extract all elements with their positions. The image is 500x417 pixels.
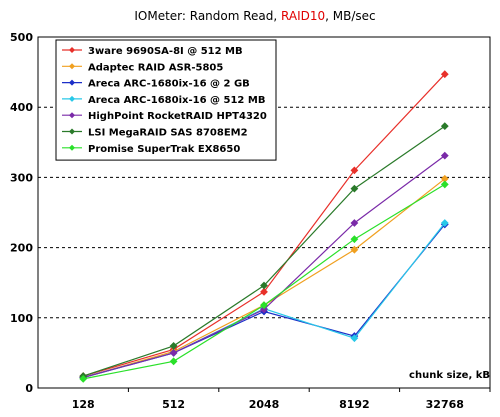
- data-point: [440, 219, 449, 227]
- legend-marker: [69, 144, 75, 151]
- x-tick-label: 512: [162, 398, 185, 411]
- data-point: [169, 341, 178, 350]
- chart-title: IOMeter: Random Read, RAID10, MB/sec: [134, 9, 375, 23]
- legend-marker: [69, 47, 75, 53]
- y-tick-label: 100: [10, 312, 33, 325]
- series-line: [83, 224, 446, 379]
- legend-label: HighPoint RocketRAID HPT4320: [88, 111, 267, 122]
- chart-title-part-1: IOMeter: Random Read,: [134, 9, 281, 23]
- plot-frame: [37, 36, 491, 389]
- data-point: [350, 166, 359, 175]
- legend-marker: [69, 128, 75, 135]
- data-point: [260, 287, 268, 296]
- x-tick-label: 32768: [426, 398, 464, 411]
- data-point: [440, 122, 449, 131]
- data-point: [169, 357, 178, 366]
- legend-label: LSI MegaRAID SAS 8708EM2: [88, 128, 248, 139]
- legend-label: 3ware 9690SA-8I @ 512 MB: [88, 46, 243, 57]
- y-tick-label: 0: [25, 382, 33, 395]
- data-point: [350, 219, 359, 227]
- axes: 0 100 200 300 400 500 128 512 2048 8192 32768: [10, 31, 491, 411]
- data-point: [350, 334, 359, 343]
- data-point: [260, 301, 268, 310]
- x-tick-label: 2048: [249, 398, 280, 411]
- legend: 3ware 9690SA-8I @ 512 MB Adaptec RAID ASR…: [55, 39, 277, 161]
- legend-marker: [69, 79, 75, 86]
- data-point: [350, 184, 359, 193]
- series-lines: [79, 70, 449, 383]
- legend-marker: [69, 95, 75, 102]
- legend-label: Areca ARC-1680ix-16 @ 2 GB: [88, 79, 250, 90]
- y-tick-label: 500: [10, 31, 33, 44]
- data-point: [440, 180, 449, 189]
- data-point: [260, 281, 268, 290]
- y-tick-label: 200: [10, 242, 33, 255]
- series-line: [83, 222, 446, 379]
- chart-title-highlight: RAID10: [281, 9, 325, 23]
- legend-marker: [69, 112, 75, 119]
- data-point: [350, 245, 359, 254]
- data-point: [440, 70, 449, 79]
- legend-box: [55, 39, 277, 161]
- legend-label: Areca ARC-1680ix-16 @ 512 MB: [88, 95, 265, 106]
- series-line: [83, 125, 446, 377]
- x-axis-label: chunk size, kB: [409, 370, 490, 381]
- data-point: [440, 151, 449, 160]
- chart-title-part-3: , MB/sec: [325, 9, 376, 23]
- x-tick-label: 8192: [339, 398, 370, 411]
- data-point: [350, 235, 359, 244]
- y-tick-label: 300: [10, 171, 33, 184]
- legend-marker: [69, 63, 75, 70]
- legend-label: Promise SuperTrak EX8650: [88, 144, 240, 155]
- series-line: [83, 178, 446, 379]
- legend-label: Adaptec RAID ASR-5805: [88, 62, 223, 73]
- y-tick-label: 400: [10, 101, 33, 114]
- series-line: [83, 155, 446, 379]
- data-point: [169, 348, 178, 357]
- x-tick-label: 128: [72, 398, 95, 411]
- data-point: [79, 374, 88, 383]
- data-point: [260, 305, 268, 314]
